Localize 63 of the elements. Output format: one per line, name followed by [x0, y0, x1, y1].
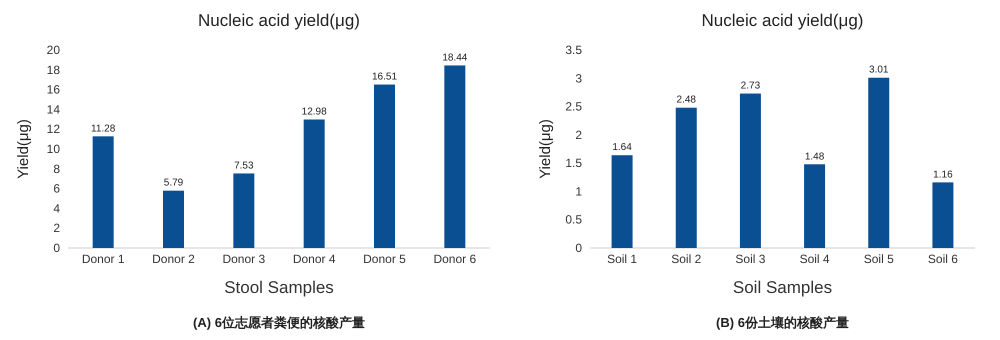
bar: [612, 155, 633, 248]
bar: [163, 190, 184, 248]
y-axis-title: Yield(μg): [15, 119, 32, 179]
y-tick-label: 4: [53, 201, 60, 216]
x-tick-label: Soil 6: [928, 252, 958, 266]
y-tick-label: 6: [53, 182, 60, 196]
data-label: 16.51: [372, 72, 398, 83]
x-tick-label: Donor 1: [82, 252, 125, 266]
data-label: 11.28: [91, 123, 116, 134]
y-tick-label: 1.5: [565, 156, 582, 170]
x-tick-label: Soil 1: [607, 252, 638, 266]
bar: [304, 120, 325, 248]
y-tick-label: 18: [46, 62, 60, 77]
x-axis-title: Soil Samples: [732, 278, 832, 297]
x-tick-label: Donor 3: [222, 252, 266, 266]
x-tick-label: Soil 3: [735, 252, 766, 266]
bar: [233, 173, 254, 248]
x-tick-label: Soil 2: [671, 252, 702, 266]
bar: [676, 108, 697, 248]
data-label: 3.01: [869, 64, 889, 76]
data-label: 1.16: [933, 169, 954, 180]
y-tick-label: 2.5: [565, 100, 582, 114]
data-label: 1.64: [612, 142, 632, 154]
data-label: 1.48: [804, 151, 825, 162]
y-tick-label: 0: [575, 241, 582, 255]
bar: [804, 164, 826, 248]
data-label: 2.73: [740, 80, 761, 92]
y-tick-label: 0: [53, 241, 60, 255]
bar: [374, 84, 395, 248]
x-tick-label: Donor 4: [292, 252, 336, 266]
data-label: 12.98: [302, 106, 328, 118]
x-tick-label: Donor 2: [152, 252, 196, 266]
data-label: 18.44: [442, 52, 468, 64]
y-tick-label: 3: [575, 71, 582, 86]
y-axis-title: Yield(μg): [537, 119, 554, 179]
y-tick-label: 20: [46, 43, 60, 57]
data-label: 7.53: [234, 160, 254, 172]
x-tick-label: Donor 6: [433, 252, 476, 266]
x-tick-label: Soil 4: [800, 252, 830, 266]
bar: [444, 65, 466, 248]
y-tick-label: 1: [575, 184, 582, 198]
bar: [740, 94, 761, 248]
data-label: 5.79: [164, 178, 184, 189]
x-axis-title: Stool Samples: [224, 278, 334, 297]
y-tick-label: 14: [46, 102, 60, 116]
y-tick-label: 12: [46, 122, 60, 136]
bar: [92, 136, 114, 248]
y-tick-label: 16: [46, 82, 60, 97]
bar: [868, 78, 890, 248]
y-tick-label: 2: [53, 221, 60, 236]
data-label: 2.48: [676, 94, 696, 106]
text: (B) 6份土壤的核酸产量: [716, 315, 849, 330]
y-tick-label: 8: [53, 162, 60, 176]
y-tick-label: 0.5: [565, 212, 582, 227]
x-tick-label: Donor 5: [363, 252, 406, 266]
chart-title: Nucleic acid yield(μg): [702, 11, 864, 30]
text: (A) 6位志愿者粪便的核酸产量: [193, 315, 365, 330]
bar: [932, 182, 954, 248]
y-tick-label: 3.5: [565, 43, 582, 57]
chart-title: Nucleic acid yield(μg): [198, 11, 360, 30]
x-tick-label: Soil 5: [864, 252, 894, 266]
y-tick-label: 2: [575, 128, 582, 142]
y-tick-label: 10: [46, 142, 60, 156]
